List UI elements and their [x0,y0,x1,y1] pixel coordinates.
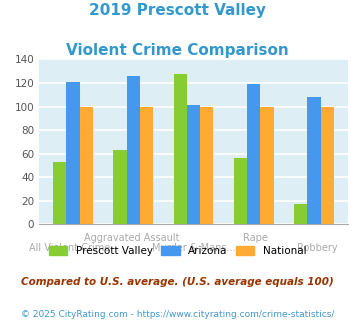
Bar [113,150,127,224]
Bar [260,107,274,224]
Legend: Prescott Valley, Arizona, National: Prescott Valley, Arizona, National [45,243,310,259]
Bar [53,162,66,224]
Text: Compared to U.S. average. (U.S. average equals 100): Compared to U.S. average. (U.S. average … [21,277,334,287]
Bar [321,107,334,224]
Bar [140,107,153,224]
Bar [234,158,247,224]
Text: Robbery: Robbery [297,243,337,252]
Bar [247,84,260,224]
Text: Violent Crime Comparison: Violent Crime Comparison [66,43,289,58]
Bar [66,82,80,224]
Text: Aggravated Assault: Aggravated Assault [84,233,180,243]
Text: © 2025 CityRating.com - https://www.cityrating.com/crime-statistics/: © 2025 CityRating.com - https://www.city… [21,310,334,319]
Text: 2019 Prescott Valley: 2019 Prescott Valley [89,3,266,18]
Bar [307,97,321,224]
Bar [80,107,93,224]
Bar [127,76,140,224]
Text: Murder & Mans...: Murder & Mans... [152,243,235,252]
Bar [294,204,307,224]
Bar [187,105,200,224]
Text: All Violent Crime: All Violent Crime [29,243,110,252]
Bar [200,107,213,224]
Bar [174,74,187,224]
Text: Rape: Rape [243,233,268,243]
